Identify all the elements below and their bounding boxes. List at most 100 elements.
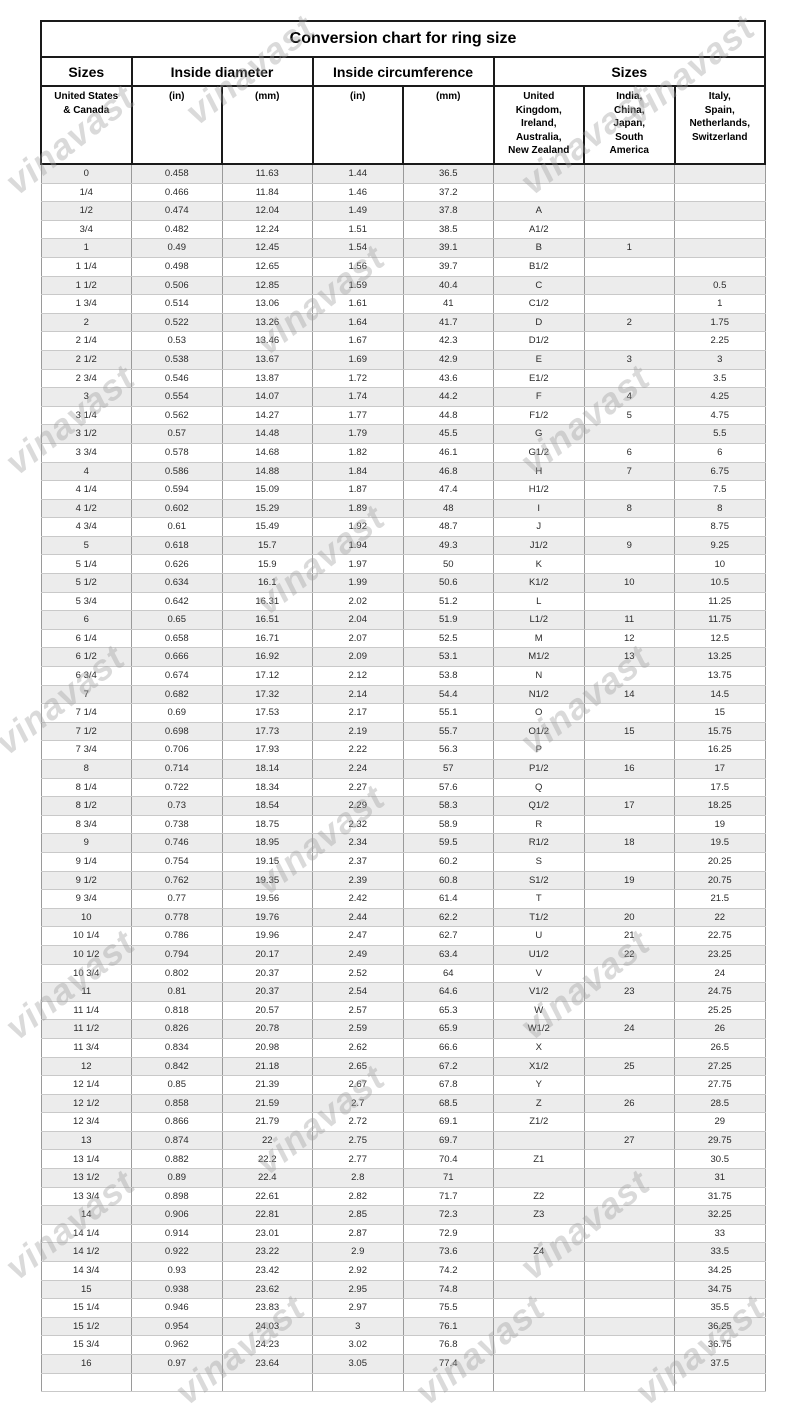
table-cell bbox=[583, 814, 675, 835]
table-row: 7 0.682 17.32 2.14 54.4 N1/2 14 14.5 bbox=[40, 684, 766, 705]
table-cell: 2.85 bbox=[312, 1205, 404, 1225]
table-cell: 4.25 bbox=[674, 387, 766, 407]
table-cell: 37.5 bbox=[674, 1354, 766, 1374]
table-cell: 2.27 bbox=[312, 777, 404, 798]
table-cell: 3 3/4 bbox=[40, 442, 132, 463]
table-row: 1 1/4 0.498 12.65 1.56 39.7 B1/2 bbox=[40, 256, 766, 277]
table-cell: 19.76 bbox=[221, 907, 313, 928]
table-cell: 46.8 bbox=[402, 461, 494, 482]
table-cell: 0.898 bbox=[131, 1186, 223, 1207]
table-cell: 8 1/2 bbox=[40, 796, 132, 816]
table-title: Conversion chart for ring size bbox=[40, 20, 766, 58]
table-cell: 0.714 bbox=[131, 759, 223, 779]
table-cell: 13 bbox=[40, 1130, 132, 1151]
table-cell: 11.63 bbox=[221, 163, 313, 184]
table-row: 5 1/4 0.626 15.9 1.97 50 K 10 bbox=[40, 554, 766, 575]
table-cell: S1/2 bbox=[493, 870, 585, 891]
table-cell: 51.9 bbox=[402, 610, 494, 630]
table-cell: 0.722 bbox=[131, 777, 223, 798]
table-cell: 39.1 bbox=[402, 238, 494, 258]
table-cell: 73.6 bbox=[402, 1242, 494, 1263]
table-cell: 1/2 bbox=[40, 201, 132, 221]
table-cell: 17.93 bbox=[221, 740, 313, 760]
table-cell bbox=[583, 1112, 675, 1132]
table-row: 13 1/2 0.89 22.4 2.8 71 31 bbox=[40, 1168, 766, 1188]
table-cell bbox=[583, 1372, 675, 1393]
table-cell: 18 bbox=[583, 833, 675, 853]
table-cell: J1/2 bbox=[493, 535, 585, 556]
table-cell: 1/4 bbox=[40, 182, 132, 203]
table-cell: 12 bbox=[583, 628, 675, 649]
table-cell: L1/2 bbox=[493, 610, 585, 630]
table-cell: 60.2 bbox=[402, 851, 494, 872]
table-cell: 0.882 bbox=[131, 1149, 223, 1170]
table-cell: 15 1/2 bbox=[40, 1316, 132, 1337]
table-cell: 0.538 bbox=[131, 349, 223, 370]
table-cell: 24.75 bbox=[674, 982, 766, 1002]
table-cell: 63.4 bbox=[402, 944, 494, 965]
table-cell: V bbox=[493, 963, 585, 984]
table-cell: 14.07 bbox=[221, 387, 313, 407]
table-cell: 14 bbox=[583, 684, 675, 705]
table-row: 2 1/2 0.538 13.67 1.69 42.9 E 3 3 bbox=[40, 349, 766, 370]
table-cell: Y bbox=[493, 1075, 585, 1095]
table-cell: 69.7 bbox=[402, 1130, 494, 1151]
table-cell: 16.1 bbox=[221, 573, 313, 593]
table-cell: 52.5 bbox=[402, 628, 494, 649]
table-cell: Z1 bbox=[493, 1149, 585, 1170]
table-cell: T bbox=[493, 889, 585, 909]
table-cell: 2.39 bbox=[312, 870, 404, 891]
table-cell: 1 1/4 bbox=[40, 256, 132, 277]
table-cell: 15.49 bbox=[221, 517, 313, 537]
table-cell: 2.22 bbox=[312, 740, 404, 760]
table-row: 8 3/4 0.738 18.75 2.32 58.9 R 19 bbox=[40, 814, 766, 835]
table-cell: 65.9 bbox=[402, 1019, 494, 1039]
table-cell: 0.506 bbox=[131, 275, 223, 296]
table-cell: 55.7 bbox=[402, 721, 494, 742]
table-cell: 2.77 bbox=[312, 1149, 404, 1170]
table-cell: 72.3 bbox=[402, 1205, 494, 1225]
table-cell: 16.71 bbox=[221, 628, 313, 649]
table-cell: 14.5 bbox=[674, 684, 766, 705]
table-cell: 2 3/4 bbox=[40, 368, 132, 389]
table-cell bbox=[583, 1279, 675, 1300]
table-cell: 0.738 bbox=[131, 814, 223, 835]
table-cell bbox=[583, 740, 675, 760]
table-cell: 9.25 bbox=[674, 535, 766, 556]
table-row: 5 0.618 15.7 1.94 49.3 J1/2 9 9.25 bbox=[40, 535, 766, 556]
table-cell: 33.5 bbox=[674, 1242, 766, 1263]
table-cell: 4 1/4 bbox=[40, 480, 132, 500]
table-cell: 0.954 bbox=[131, 1316, 223, 1337]
table-cell: 36.25 bbox=[674, 1316, 766, 1337]
table-cell: 0.682 bbox=[131, 684, 223, 705]
table-cell bbox=[493, 1261, 585, 1281]
table-cell: 21.59 bbox=[221, 1093, 313, 1114]
table-row: 16 0.97 23.64 3.05 77.4 37.5 bbox=[40, 1354, 766, 1374]
table-cell: 18.14 bbox=[221, 759, 313, 779]
table-cell: 17.5 bbox=[674, 777, 766, 798]
table-cell: 69.1 bbox=[402, 1112, 494, 1132]
table-cell: 21.39 bbox=[221, 1075, 313, 1095]
table-cell: 11.25 bbox=[674, 591, 766, 612]
table-cell: 2.92 bbox=[312, 1261, 404, 1281]
table-cell: R bbox=[493, 814, 585, 835]
table-cell: 0.658 bbox=[131, 628, 223, 649]
table-cell: 19.56 bbox=[221, 889, 313, 909]
table-cell: 36.5 bbox=[402, 163, 494, 184]
table-cell bbox=[493, 163, 585, 184]
table-cell: 34.75 bbox=[674, 1279, 766, 1300]
table-row: 6 3/4 0.674 17.12 2.12 53.8 N 13.75 bbox=[40, 666, 766, 686]
table-row: 11 1/4 0.818 20.57 2.57 65.3 W 25.25 bbox=[40, 1000, 766, 1021]
table-cell: 12 3/4 bbox=[40, 1112, 132, 1132]
table-cell: 0.906 bbox=[131, 1205, 223, 1225]
table-cell: 9 bbox=[583, 535, 675, 556]
table-cell: 0.834 bbox=[131, 1037, 223, 1058]
table-cell: 15 bbox=[674, 703, 766, 723]
table-cell: 58.3 bbox=[402, 796, 494, 816]
table-cell: Z bbox=[493, 1093, 585, 1114]
table-row: 8 0.714 18.14 2.24 57 P1/2 16 17 bbox=[40, 759, 766, 779]
table-cell: E bbox=[493, 349, 585, 370]
column-header-uk-ireland-australia-nz: United Kingdom, Ireland, Australia, New … bbox=[492, 85, 585, 165]
table-row: 10 1/4 0.786 19.96 2.47 62.7 U 21 22.75 bbox=[40, 926, 766, 946]
table-cell: 0.946 bbox=[131, 1298, 223, 1318]
